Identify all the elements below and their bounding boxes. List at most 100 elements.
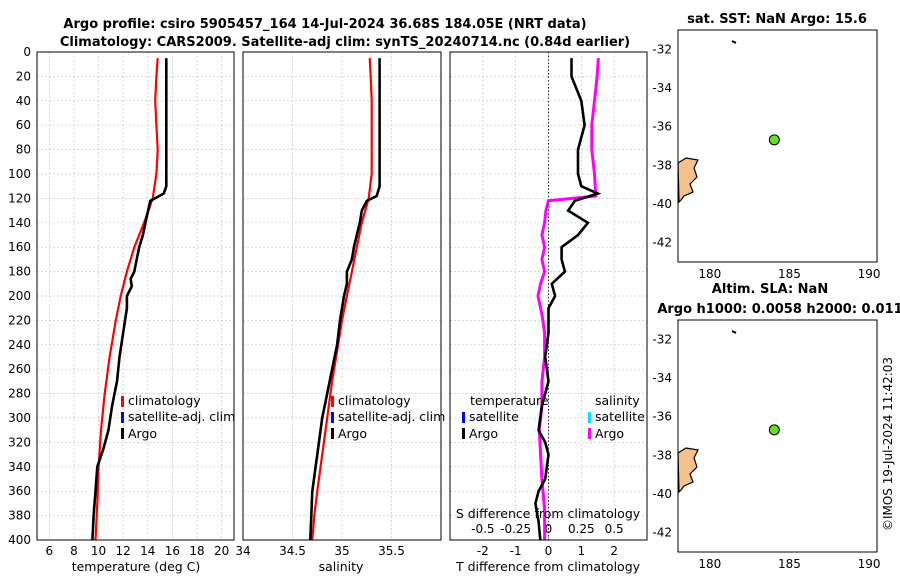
x-tick-label: 34 bbox=[235, 544, 250, 558]
x-tick-label: 16 bbox=[165, 544, 180, 558]
sla-map-title-line2: Argo h1000: 0.0058 h2000: 0.011 bbox=[657, 302, 900, 317]
salinity-legend: climatology satellite-adj. clim Argo bbox=[331, 393, 445, 441]
legend-climatology-label: climatology bbox=[128, 393, 201, 408]
legend-climatology-swatch bbox=[331, 396, 334, 407]
lon-tick-label: 190 bbox=[858, 557, 881, 571]
lon-tick-label: 185 bbox=[778, 557, 801, 571]
legend-s-satellite-label: satellite bbox=[595, 409, 645, 424]
lat-tick-label: -32 bbox=[652, 332, 672, 346]
depth-tick-label: 200 bbox=[8, 289, 31, 303]
depth-tick-label: 360 bbox=[8, 484, 31, 498]
lat-tick-label: -34 bbox=[652, 81, 672, 95]
legend-satellite-label: satellite-adj. clim bbox=[338, 409, 445, 424]
sla-map: 180 185 190 -32 -34 -36 -38 -40 -42 bbox=[652, 319, 880, 571]
chatham-islands-outline bbox=[731, 330, 737, 334]
lat-tick-label: -42 bbox=[652, 236, 672, 250]
s-difference-axis-label: S difference from climatology bbox=[456, 506, 641, 521]
sst-map-frame bbox=[677, 29, 878, 263]
temperature-panel: 0 20 40 60 80 100 120 140 160 180 200 220 240 260 280 3… bbox=[8, 45, 235, 574]
legend-t-satellite-label: satellite bbox=[469, 409, 519, 424]
sst-map-title: sat. SST: NaN Argo: 15.6 bbox=[687, 12, 867, 27]
depth-tick-label: 60 bbox=[16, 118, 31, 132]
depth-axis-ticks: 0 20 40 60 80 100 120 140 160 180 200 220 240 260 280 3… bbox=[8, 45, 31, 547]
legend-argo-swatch bbox=[121, 428, 124, 439]
x-tick-label: 18 bbox=[189, 544, 204, 558]
x-tick-label: 6 bbox=[45, 544, 53, 558]
sla-map-frame bbox=[677, 319, 878, 553]
salinity-axis-label: salinity bbox=[319, 559, 364, 574]
legend-salinity-title: salinity bbox=[595, 393, 640, 408]
x-tick-label: 8 bbox=[70, 544, 78, 558]
lat-tick-label: -38 bbox=[652, 448, 672, 462]
legend-s-argo-swatch bbox=[588, 428, 591, 439]
temperature-argo-line bbox=[91, 58, 168, 541]
x-tick-label: 14 bbox=[140, 544, 155, 558]
legend-satellite-swatch bbox=[331, 412, 334, 423]
lon-tick-label: 180 bbox=[698, 267, 721, 281]
salinity-frame bbox=[242, 51, 442, 541]
sla-map-ticks: 180 185 190 -32 -34 -36 -38 -40 -42 bbox=[652, 332, 880, 571]
depth-tick-label: 260 bbox=[8, 362, 31, 376]
temperature-axis-label: temperature (deg C) bbox=[72, 559, 201, 574]
lat-tick-label: -34 bbox=[652, 371, 672, 385]
x-tick-label: 20 bbox=[214, 544, 229, 558]
x-tick-label: 0 bbox=[545, 544, 553, 558]
x-tick-label: 12 bbox=[116, 544, 131, 558]
x-tick-label: 35 bbox=[334, 544, 349, 558]
depth-tick-label: 220 bbox=[8, 313, 31, 327]
legend-climatology-swatch bbox=[121, 396, 124, 407]
temperature-climatology-line bbox=[94, 58, 159, 541]
x-tick-label: 34.5 bbox=[279, 544, 306, 558]
nz-coastline bbox=[677, 447, 699, 494]
temperature-axis-ticks: 6 8 10 12 14 16 18 20 bbox=[45, 544, 229, 558]
s-diff-tick-label: 0.25 bbox=[568, 522, 595, 536]
lat-tick-label: -42 bbox=[652, 526, 672, 540]
difference-grid bbox=[450, 51, 647, 541]
lat-tick-label: -32 bbox=[652, 42, 672, 56]
x-tick-label: -2 bbox=[477, 544, 489, 558]
legend-t-argo-swatch bbox=[462, 428, 465, 439]
legend-satellite-label: satellite-adj. clim bbox=[128, 409, 235, 424]
x-tick-label: -1 bbox=[510, 544, 522, 558]
temperature-legend: climatology satellite-adj. clim Argo bbox=[121, 393, 235, 441]
sst-map-ticks: 180 185 190 -32 -34 -36 -38 -40 -42 bbox=[652, 42, 880, 281]
x-tick-label: 1 bbox=[578, 544, 586, 558]
lon-tick-label: 180 bbox=[698, 557, 721, 571]
salinity-axis-ticks: 34 34.5 35 35.5 bbox=[235, 544, 405, 558]
lat-tick-label: -40 bbox=[652, 487, 672, 501]
s-diff-tick-label: 0.5 bbox=[605, 522, 624, 536]
depth-tick-label: 240 bbox=[8, 338, 31, 352]
depth-tick-label: 380 bbox=[8, 509, 31, 523]
legend-argo-label: Argo bbox=[128, 426, 157, 441]
argo-float-marker bbox=[768, 424, 780, 436]
temperature-frame bbox=[36, 51, 235, 541]
difference-legend: temperature satellite Argo salinity sate… bbox=[462, 393, 645, 441]
depth-tick-label: 400 bbox=[8, 533, 31, 547]
nz-coastline bbox=[677, 157, 699, 204]
t-difference-axis-ticks: -2 -1 0 1 2 bbox=[477, 544, 618, 558]
lon-tick-label: 185 bbox=[778, 267, 801, 281]
salinity-panel: 34 34.5 35 35.5 salinity climatology satell… bbox=[235, 51, 445, 574]
lat-tick-label: -40 bbox=[652, 197, 672, 211]
depth-tick-label: 140 bbox=[8, 216, 31, 230]
sst-map: 180 185 190 -32 -34 -36 -38 -40 -42 bbox=[652, 29, 880, 281]
depth-tick-label: 340 bbox=[8, 460, 31, 474]
depth-tick-label: 280 bbox=[8, 387, 31, 401]
lat-tick-label: -38 bbox=[652, 158, 672, 172]
salinity-grid bbox=[242, 51, 441, 541]
legend-argo-swatch bbox=[331, 428, 334, 439]
temperature-grid bbox=[37, 51, 234, 541]
depth-tick-label: 40 bbox=[16, 94, 31, 108]
depth-tick-label: 160 bbox=[8, 240, 31, 254]
x-tick-label: 2 bbox=[610, 544, 618, 558]
figure-title-line2: Climatology: CARS2009. Satellite-adj cli… bbox=[60, 35, 630, 50]
x-tick-label: 35.5 bbox=[378, 544, 405, 558]
legend-t-argo-label: Argo bbox=[469, 426, 498, 441]
temperature-diff-argo-line bbox=[534, 58, 602, 541]
argo-float-marker bbox=[768, 134, 780, 146]
depth-tick-label: 0 bbox=[23, 45, 31, 59]
chatham-islands-outline bbox=[731, 40, 737, 44]
depth-tick-label: 20 bbox=[16, 69, 31, 83]
depth-tick-label: 120 bbox=[8, 191, 31, 205]
